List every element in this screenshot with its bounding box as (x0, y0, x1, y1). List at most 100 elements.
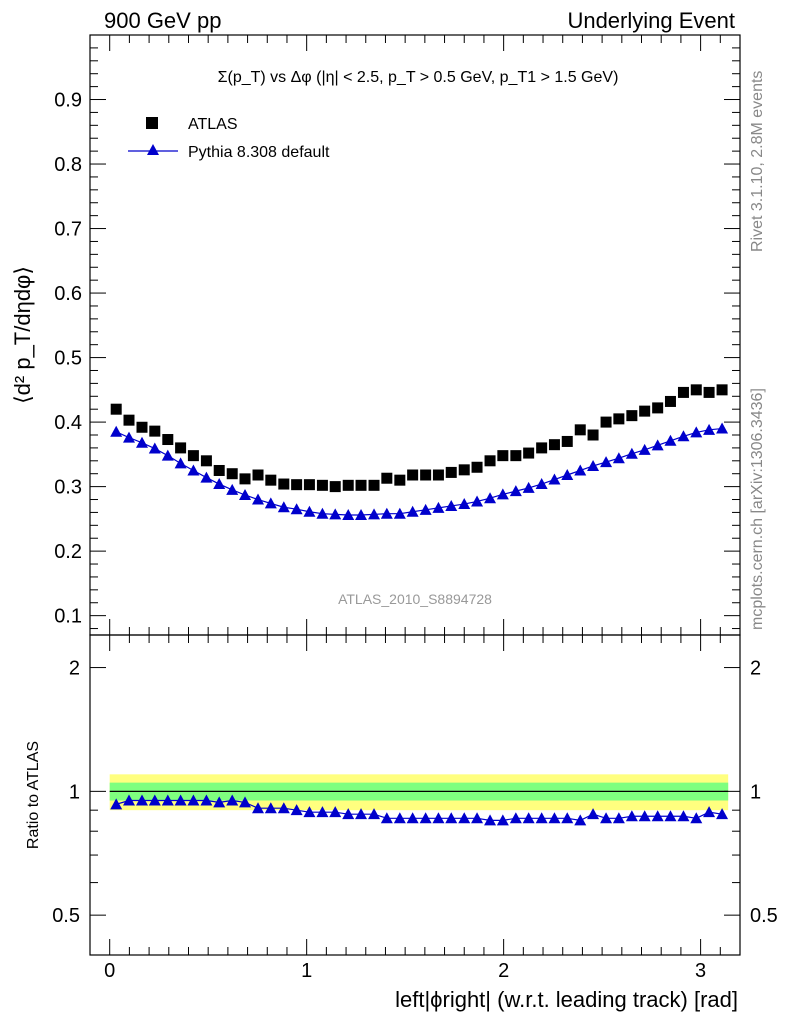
mc-point (419, 503, 432, 515)
ratio-point (600, 812, 613, 824)
header-left: 900 GeV pp (104, 8, 221, 33)
mc-point (252, 493, 265, 505)
ratio-point (445, 812, 458, 824)
mc-point (612, 452, 625, 464)
mc-point (574, 464, 587, 476)
data-point (316, 479, 328, 491)
data-point (432, 469, 444, 481)
ratio-point (638, 810, 651, 822)
mc-point (522, 481, 535, 493)
mc-point (226, 483, 239, 495)
ratio-point (625, 810, 638, 822)
ratio-point (277, 802, 290, 814)
ratio-y-tick-label-left: 1 (69, 781, 80, 803)
mc-point (677, 430, 690, 442)
mc-point (355, 509, 368, 520)
data-point (639, 405, 651, 417)
ratio-point (342, 808, 355, 820)
mc-point (200, 471, 213, 483)
data-point (407, 469, 419, 481)
ratio-point (368, 808, 381, 820)
ratio-point (496, 814, 509, 826)
ratio-y-tick-labels: 0.5 0.5 1 1 2 2 (52, 658, 778, 928)
main-panel: 0.1 0.2 0.3 0.4 0.5 0.6 0.7 0.8 0.9 ⟨d² p_T/dηdφ… (10, 34, 741, 955)
mc-point (123, 431, 135, 443)
ratio-point (174, 794, 187, 806)
data-point (303, 479, 315, 491)
mc-point (277, 501, 290, 513)
ratio-point (226, 794, 239, 806)
rivet-label: Rivet 3.1.10, 2.8M events (749, 71, 766, 252)
ratio-point (471, 812, 484, 824)
ratio-y-tick-label-right: 2 (750, 658, 761, 680)
main-y-tick-label: 0.9 (54, 90, 82, 112)
ratio-y-tick-label-left: 2 (69, 658, 80, 680)
data-point (200, 455, 212, 467)
data-point (162, 434, 174, 446)
mc-point (625, 447, 638, 459)
mc-point (690, 426, 703, 438)
analysis-id: ATLAS_2010_S8894728 (338, 591, 492, 607)
ratio-point (161, 794, 174, 806)
ratio-ticks (90, 667, 740, 956)
data-point (458, 464, 470, 476)
ratio-point (252, 802, 265, 814)
ratio-point (509, 812, 522, 824)
data-point (110, 403, 122, 415)
mc-point (393, 507, 406, 519)
ratio-point (612, 812, 625, 824)
mc-point (509, 485, 522, 497)
ratio-point (393, 812, 406, 824)
legend-data-marker (146, 117, 158, 129)
ratio-point (200, 794, 213, 806)
main-y-axis-label: ⟨d² p_T/dηdφ⟩ (10, 266, 35, 404)
ratio-point (703, 806, 716, 818)
data-point (420, 469, 432, 481)
ratio-point (716, 808, 729, 820)
data-point (355, 479, 367, 491)
ratio-point (316, 806, 329, 818)
data-point (136, 421, 148, 433)
data-point (213, 464, 225, 476)
main-y-tick-label: 0.8 (54, 154, 82, 176)
ratio-point (187, 794, 200, 806)
mc-point (484, 492, 497, 504)
mc-point (445, 499, 458, 511)
ratio-y-axis-label: Ratio to ATLAS (25, 741, 42, 849)
ratio-point (548, 812, 561, 824)
mc-point (471, 495, 484, 507)
mc-point (664, 434, 677, 446)
data-point (574, 424, 586, 436)
mc-point (148, 442, 161, 454)
ratio-point (664, 810, 677, 822)
data-point (561, 435, 573, 447)
ratio-point (651, 810, 664, 822)
ratio-point (110, 798, 123, 810)
ratio-point (136, 794, 148, 806)
mc-point (458, 498, 471, 510)
data-point (149, 425, 161, 437)
data-point (445, 466, 457, 478)
x-tick-label: 0 (104, 960, 115, 982)
ratio-panel: 0.5 0.5 1 1 2 2 0 1 2 3 Ratio to ATLAS left|ϕrig… (25, 634, 778, 1012)
data-point (664, 395, 676, 407)
ratio-point (587, 808, 600, 820)
mc-point (548, 473, 561, 485)
mc-point (406, 505, 419, 517)
main-y-tick-label: 0.1 (54, 606, 82, 628)
data-point (703, 386, 715, 398)
mc-point (651, 439, 664, 451)
data-point (484, 455, 496, 467)
mc-series-line (115, 427, 723, 516)
data-point (626, 410, 638, 422)
ratio-point (574, 814, 587, 826)
main-y-tick-label: 0.3 (54, 477, 82, 499)
data-point (291, 479, 303, 491)
ratio-y-tick-label-right: 1 (750, 781, 761, 803)
plot-title: Σ(p_T) vs Δφ (|η| < 2.5, p_T > 0.5 GeV, … (218, 69, 619, 86)
x-tick-label: 3 (695, 960, 706, 982)
mc-point (342, 509, 355, 520)
legend: ATLAS Pythia 8.308 default (128, 116, 330, 161)
mc-point (432, 501, 445, 513)
